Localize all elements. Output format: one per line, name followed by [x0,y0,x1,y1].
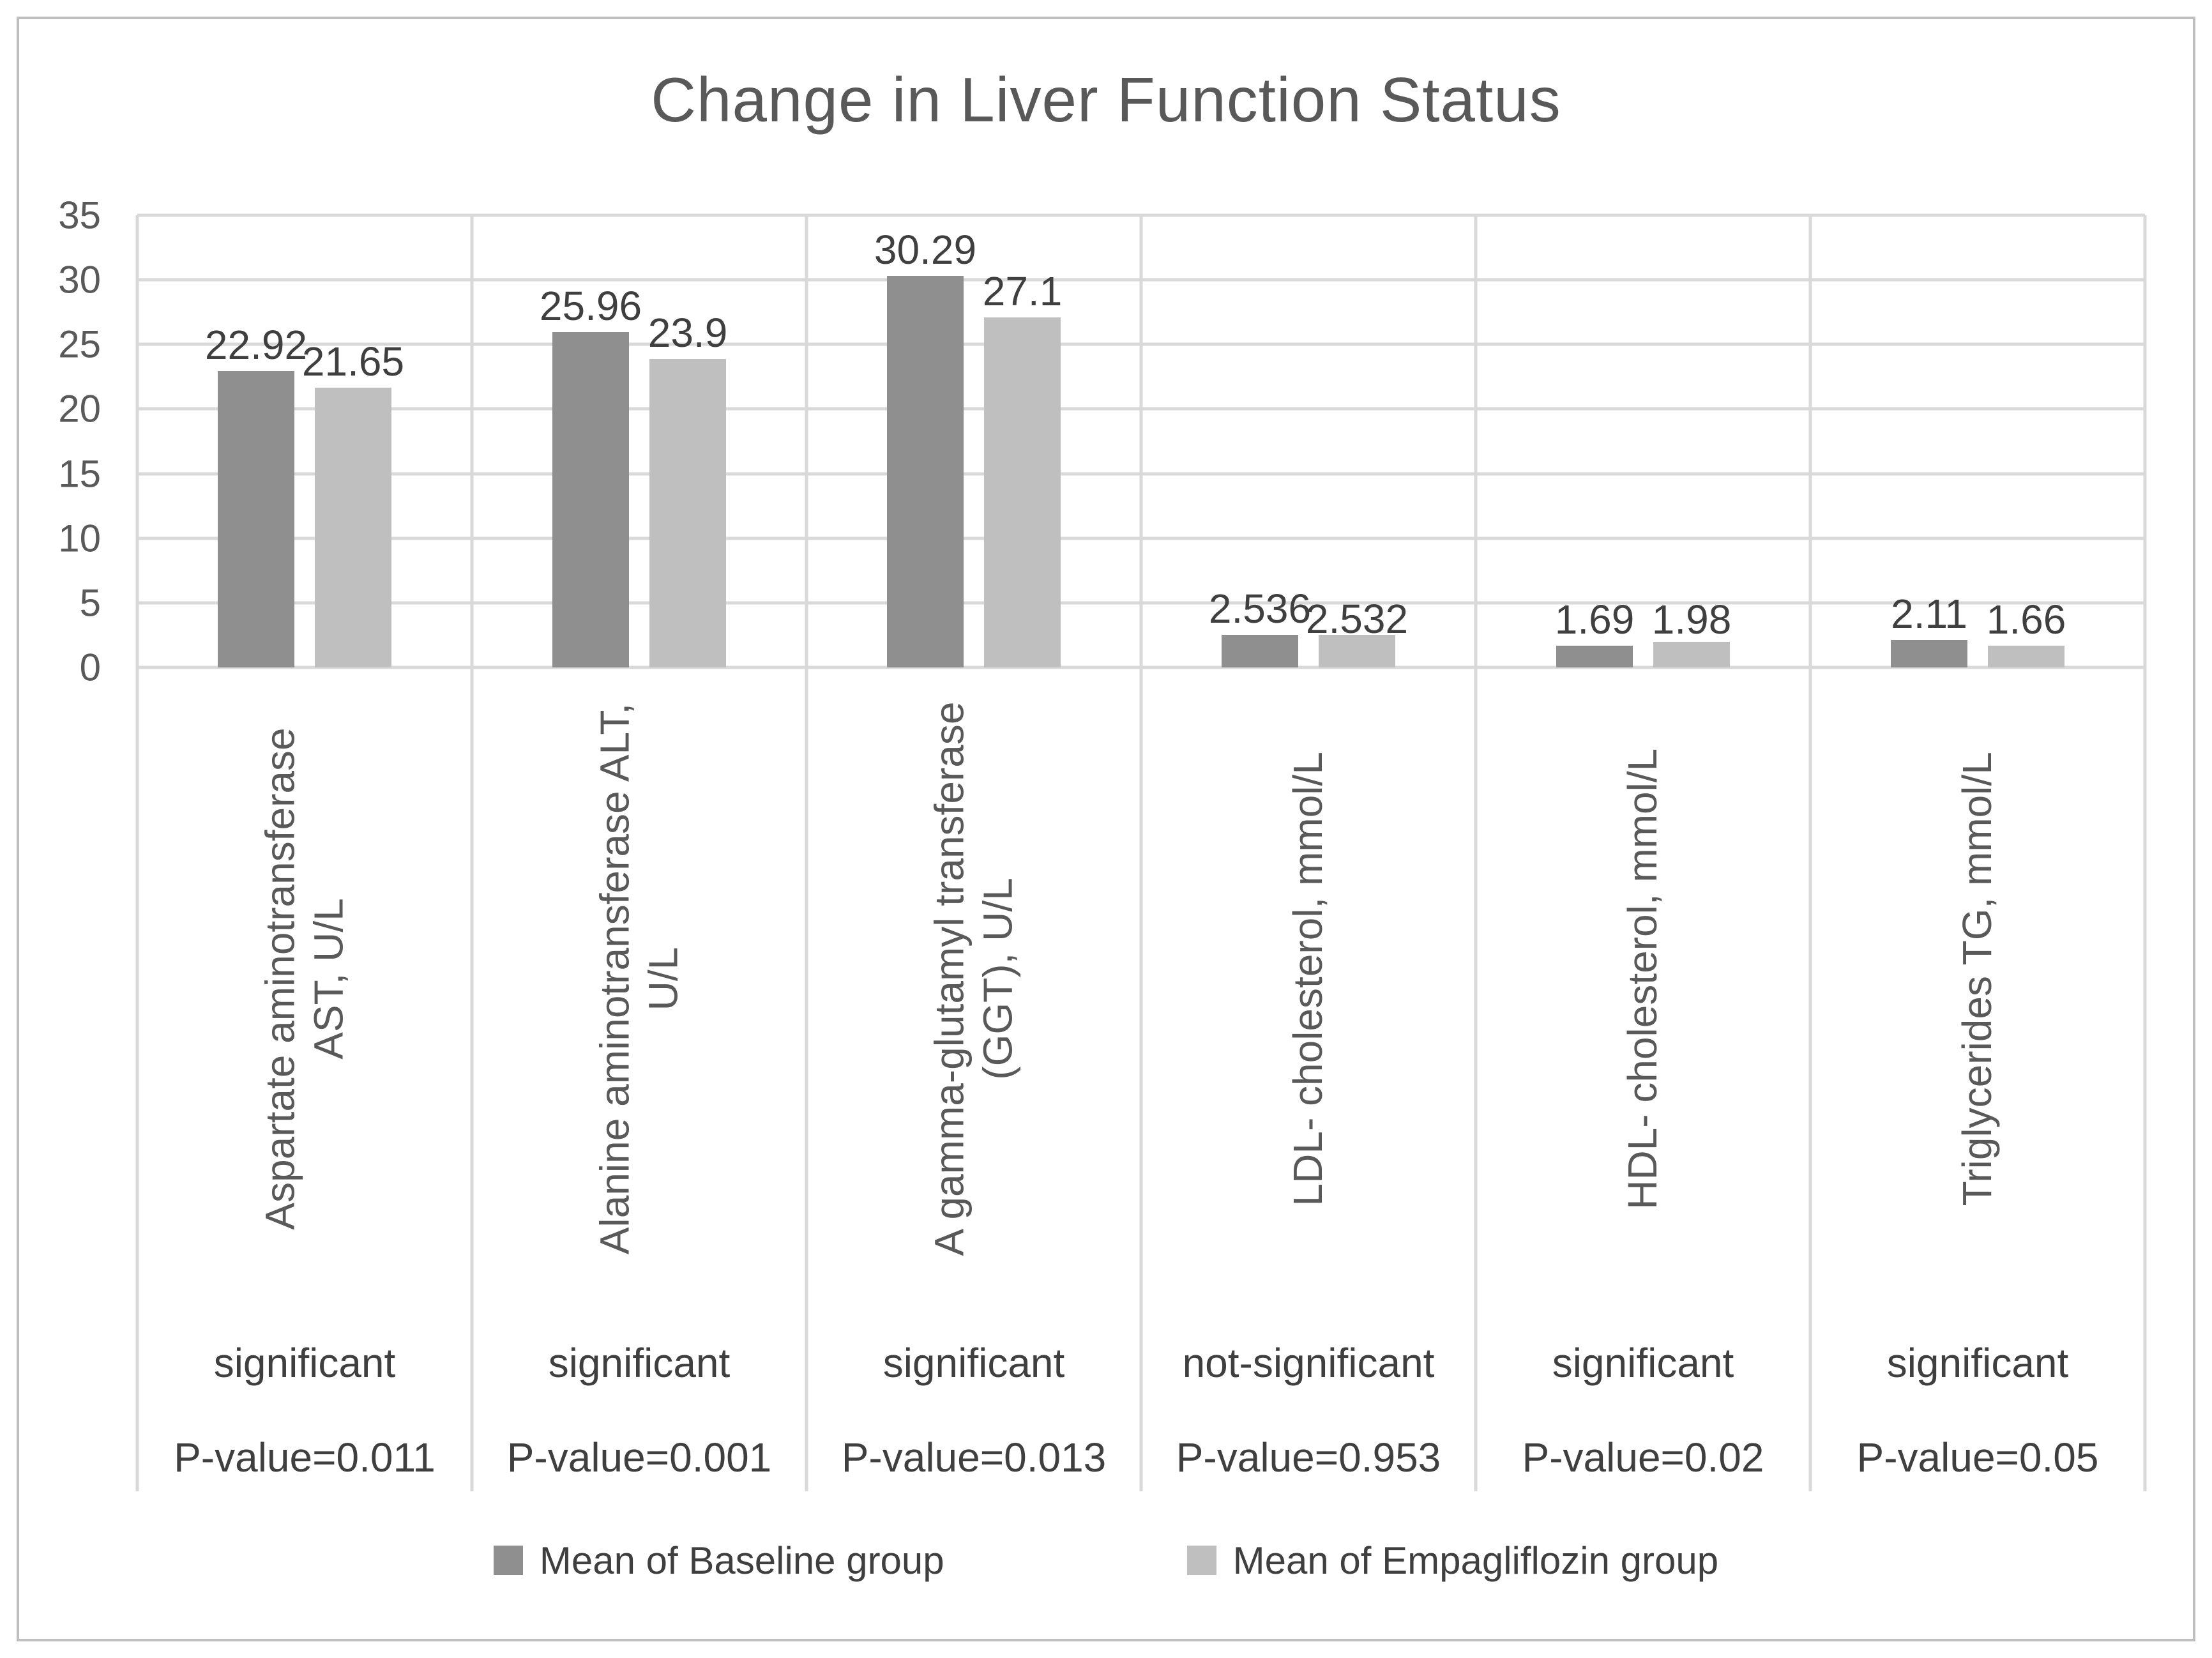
p-value-label: P-value=0.05 [1856,1434,2099,1480]
y-axis-tick-label: 35 [58,194,101,237]
p-value-label: P-value=0.011 [174,1434,436,1480]
significance-label: significant [1552,1340,1734,1386]
column-separator [135,215,139,1491]
legend: Mean of Baseline group Mean of Empagliflo… [0,1532,2212,1589]
category-label: Aspartate aminotransferase AST, U/L [257,727,351,1230]
data-label: 1.98 [1651,596,1732,643]
data-label: 2.11 [1891,591,1967,637]
y-axis-tick-label: 0 [79,646,101,689]
p-value-label: P-value=0.953 [1176,1434,1441,1480]
bar-baseline [887,276,964,667]
significance-label: significant [1886,1340,2069,1386]
legend-entry: Mean of Empagliflozin group [1186,1539,1719,1583]
y-axis-tick-label: 5 [79,581,101,625]
significance-label: significant [548,1340,731,1386]
category-label-cell: LDL- cholesterol, mmol/L [1141,687,1476,1271]
significance-label: significant [883,1340,1065,1386]
data-label: 1.69 [1554,596,1635,643]
bar-baseline [1556,645,1633,667]
category-label-cell: A gamma-glutamyl transferase (GGT), U/L [807,687,1141,1271]
p-value-label: P-value=0.02 [1522,1434,1764,1480]
bar-empagliflozin [984,317,1061,667]
bar-baseline [552,331,629,667]
bar-empagliflozin [1653,641,1730,667]
y-axis-tick-label: 15 [58,452,101,496]
bar-empagliflozin [649,358,726,667]
significance-label: not-significant [1182,1340,1435,1386]
p-value-label: P-value=0.013 [841,1434,1107,1480]
data-label: 23.9 [648,309,728,356]
column-separator [1808,215,1812,1491]
bar-baseline [1222,634,1298,667]
category-label-cell: Triglycerides TG, mmol/L [1810,687,2145,1271]
column-separator [805,215,808,1491]
bar-empagliflozin [1988,646,2064,667]
category-label: LDL- cholesterol, mmol/L [1285,751,1331,1206]
y-axis-tick-label: 20 [58,387,101,430]
y-axis-tick-label: 25 [58,323,101,366]
legend-marker-icon [1186,1546,1216,1575]
category-label: Triglycerides TG, mmol/L [1954,751,2001,1206]
column-separator [1139,215,1143,1491]
p-value-label: P-value=0.001 [506,1434,772,1480]
category-label: Alanine aminotransferase ALT, U/L [591,703,686,1255]
data-label: 21.65 [301,338,405,385]
legend-label: Mean of Baseline group [539,1539,944,1582]
column-separator [470,215,474,1491]
bar-empagliflozin [315,388,391,667]
bar-baseline [218,371,294,667]
category-label-cell: Aspartate aminotransferase AST, U/L [137,687,472,1271]
bar-empagliflozin [1319,634,1395,667]
legend-marker-icon [493,1546,523,1575]
data-label: 2.532 [1305,595,1409,642]
data-label: 25.96 [539,282,642,329]
category-label-cell: Alanine aminotransferase ALT, U/L [472,687,807,1271]
data-label: 1.66 [1986,597,2066,643]
legend-entry: Mean of Baseline group [493,1539,944,1583]
chart-title: Change in Liver Function Status [651,65,1561,135]
bar-baseline [1891,640,1967,667]
data-label: 27.1 [982,268,1063,314]
category-label: HDL- cholesterol, mmol/L [1619,748,1666,1210]
legend-label: Mean of Empagliflozin group [1232,1539,1719,1582]
y-axis-tick-label: 30 [58,258,101,301]
data-label: 22.92 [204,322,308,369]
significance-label: significant [213,1340,396,1386]
y-axis-tick-label: 10 [58,517,101,560]
column-separator [1474,215,1478,1491]
data-label: 30.29 [874,227,977,273]
data-label: 2.536 [1208,585,1312,632]
category-label-cell: HDL- cholesterol, mmol/L [1476,687,1810,1271]
category-label: A gamma-glutamyl transferase (GGT), U/L [926,701,1020,1256]
column-separator [2143,215,2147,1491]
